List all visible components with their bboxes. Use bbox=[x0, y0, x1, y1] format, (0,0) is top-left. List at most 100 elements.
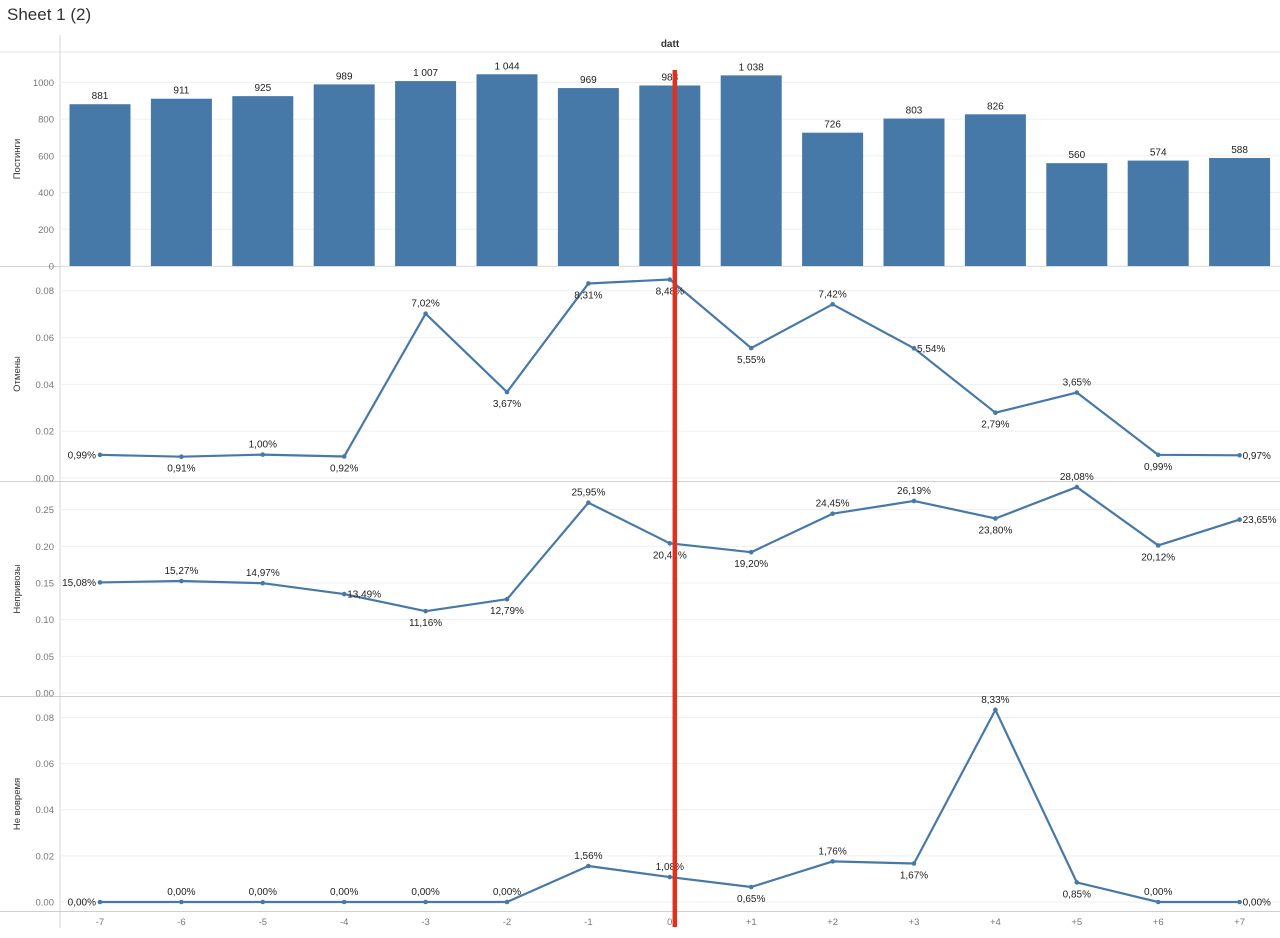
point-value-label: 13,49% bbox=[347, 590, 381, 601]
data-point bbox=[1074, 880, 1080, 885]
data-point bbox=[830, 859, 835, 864]
data-point bbox=[830, 511, 835, 516]
data-point bbox=[504, 899, 510, 905]
data-point bbox=[586, 863, 591, 869]
point-value-label: 12,79% bbox=[490, 606, 524, 617]
data-point bbox=[1237, 899, 1242, 905]
y-tick-label: 0.25 bbox=[36, 505, 55, 516]
bar bbox=[802, 132, 864, 266]
data-point bbox=[993, 707, 998, 713]
data-point bbox=[1237, 517, 1242, 522]
point-value-label: 14,97% bbox=[246, 568, 280, 579]
data-point bbox=[504, 596, 510, 602]
y-tick-label: 0.06 bbox=[36, 333, 55, 344]
data-point bbox=[748, 884, 754, 890]
bar-value-label: 911 bbox=[173, 86, 189, 97]
bar-value-label: 588 bbox=[1231, 145, 1248, 156]
y-axis-title: Непривозы bbox=[12, 564, 23, 613]
y-tick-label: 0.00 bbox=[36, 689, 55, 700]
point-value-label: 0,00% bbox=[1243, 898, 1271, 909]
series-line bbox=[100, 708, 1240, 904]
data-point bbox=[1074, 390, 1080, 395]
data-point bbox=[993, 410, 998, 415]
x-tick-label: -3 bbox=[421, 917, 429, 928]
point-value-label: 20,12% bbox=[1141, 552, 1175, 563]
y-tick-label: 0.02 bbox=[36, 851, 55, 862]
data-point bbox=[1237, 452, 1242, 458]
data-point bbox=[911, 498, 917, 504]
bar-value-label: 574 bbox=[1150, 148, 1167, 159]
data-point bbox=[179, 578, 184, 584]
point-value-label: 5,54% bbox=[917, 344, 945, 355]
bar bbox=[720, 75, 782, 266]
y-tick-label: 0.00 bbox=[36, 474, 55, 485]
point-value-label: 2,79% bbox=[981, 420, 1009, 431]
y-axis-title: Отмены bbox=[12, 356, 23, 392]
x-tick-label: -6 bbox=[177, 917, 185, 928]
data-point bbox=[423, 608, 428, 614]
point-value-label: 1,67% bbox=[900, 870, 928, 881]
x-tick-label: +5 bbox=[1071, 917, 1082, 928]
point-value-label: 0,99% bbox=[1144, 462, 1172, 473]
y-tick-label: 1000 bbox=[33, 78, 54, 89]
x-tick-label: -4 bbox=[340, 917, 348, 928]
data-point bbox=[504, 389, 510, 395]
bar bbox=[313, 84, 375, 266]
sheet-title: Sheet 1 (2) bbox=[7, 5, 92, 24]
point-value-label: 19,20% bbox=[734, 559, 768, 570]
y-tick-label: 0.08 bbox=[36, 286, 55, 297]
data-point bbox=[97, 452, 103, 458]
data-point bbox=[1155, 452, 1161, 458]
bar-value-label: 1 044 bbox=[494, 61, 519, 72]
point-value-label: 25,95% bbox=[571, 488, 605, 499]
data-point bbox=[667, 277, 673, 282]
point-value-label: 7,42% bbox=[818, 289, 846, 300]
y-axis-title: Постинги bbox=[12, 139, 23, 180]
point-value-label: 1,08% bbox=[656, 862, 684, 873]
bar-value-label: 560 bbox=[1068, 150, 1085, 161]
point-value-label: 0,00% bbox=[68, 898, 96, 909]
data-point bbox=[748, 345, 754, 351]
point-value-label: 0,91% bbox=[167, 464, 195, 475]
data-point bbox=[423, 899, 428, 905]
data-point bbox=[97, 899, 103, 905]
point-value-label: 0,99% bbox=[68, 450, 96, 461]
x-tick-label: +2 bbox=[827, 917, 838, 928]
data-point bbox=[97, 580, 103, 585]
bar-value-label: 881 bbox=[92, 91, 109, 102]
point-value-label: 0,00% bbox=[330, 887, 358, 898]
x-tick-label: +7 bbox=[1234, 917, 1245, 928]
point-value-label: 0,00% bbox=[493, 887, 521, 898]
data-point bbox=[260, 452, 266, 457]
data-point bbox=[748, 549, 754, 555]
data-point bbox=[1074, 484, 1080, 490]
bar-value-label: 925 bbox=[254, 83, 271, 94]
bar bbox=[557, 88, 619, 266]
series-line bbox=[99, 278, 1240, 458]
x-tick-label: -1 bbox=[584, 917, 592, 928]
point-value-label: 0,85% bbox=[1063, 889, 1091, 900]
point-value-label: 3,67% bbox=[493, 399, 521, 410]
bar bbox=[964, 114, 1026, 266]
point-value-label: 24,45% bbox=[816, 499, 850, 510]
point-value-label: 15,08% bbox=[62, 578, 96, 589]
data-point bbox=[830, 302, 835, 307]
data-point bbox=[341, 899, 347, 905]
bar bbox=[232, 96, 294, 267]
y-tick-label: 0.02 bbox=[36, 427, 55, 438]
x-tick-label: -5 bbox=[259, 917, 267, 928]
y-tick-label: 400 bbox=[38, 188, 54, 199]
y-axis-title: Не вовремя bbox=[12, 778, 23, 830]
data-point bbox=[341, 454, 347, 459]
y-tick-label: 0.08 bbox=[36, 713, 55, 724]
y-tick-label: 600 bbox=[38, 151, 54, 162]
data-point bbox=[1155, 543, 1161, 548]
y-tick-label: 0.15 bbox=[36, 579, 55, 590]
x-tick-label: 0 bbox=[667, 917, 672, 928]
y-tick-label: 0.04 bbox=[36, 380, 55, 391]
point-value-label: 8,31% bbox=[574, 290, 602, 301]
y-tick-label: 0.04 bbox=[36, 805, 55, 816]
y-tick-label: 0.10 bbox=[36, 615, 55, 626]
bar-value-label: 989 bbox=[336, 71, 353, 82]
point-value-label: 26,19% bbox=[897, 486, 931, 497]
